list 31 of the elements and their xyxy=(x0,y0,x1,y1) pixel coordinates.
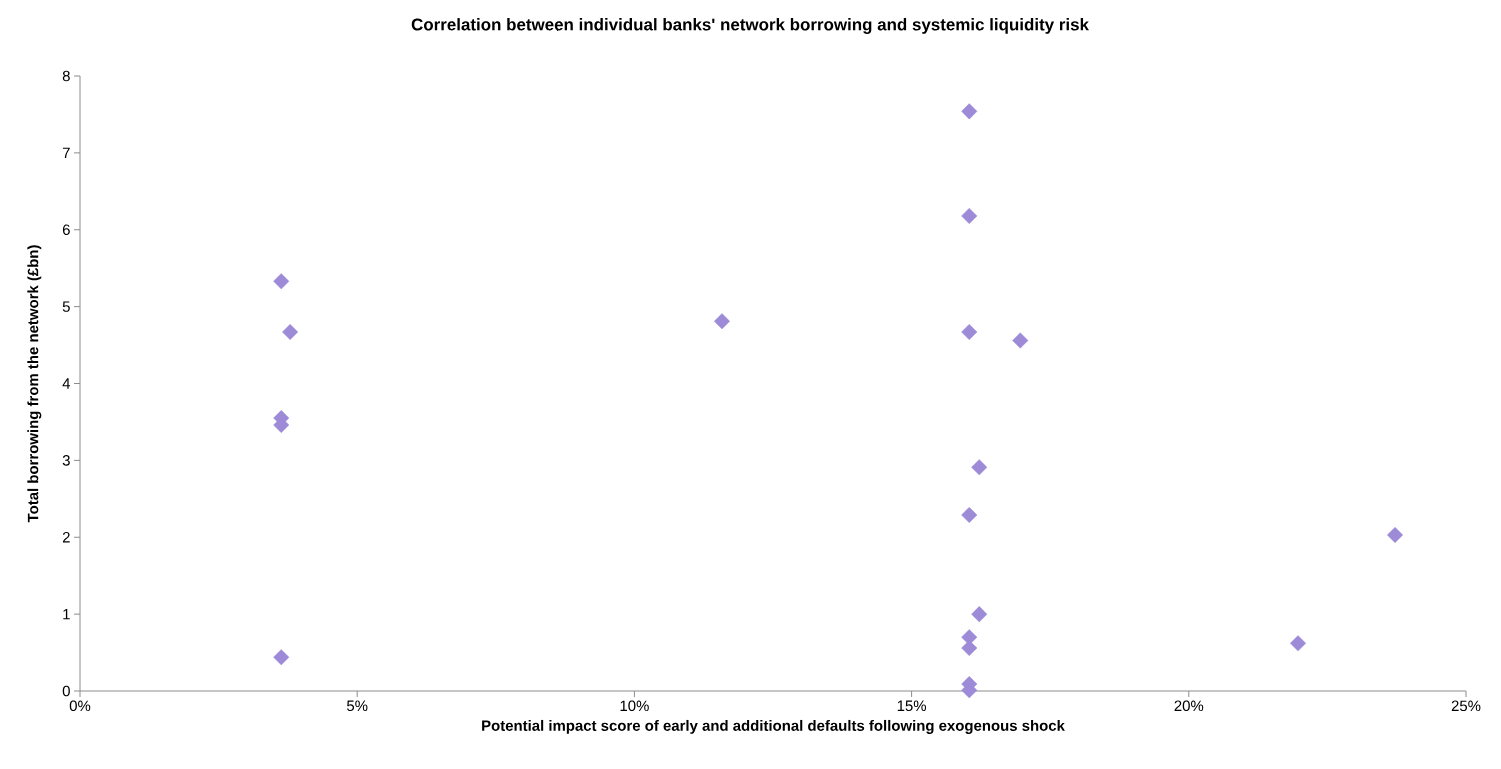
x-tick-label: 10% xyxy=(620,700,649,712)
point xyxy=(1387,526,1404,543)
y-tick-label: 4 xyxy=(62,378,71,389)
point xyxy=(1290,635,1306,652)
point xyxy=(961,207,978,224)
x-tick-label: 5% xyxy=(346,700,368,712)
point xyxy=(961,506,978,523)
point xyxy=(282,324,299,340)
point xyxy=(273,649,290,666)
y-tick-label: 2 xyxy=(62,532,70,543)
x-tick-label: 20% xyxy=(1174,700,1204,712)
chart-title: Correlation between individual banks' network borrowing and systemic liquidity risk xyxy=(411,18,1089,34)
y-tick-label: 6 xyxy=(62,224,70,236)
point xyxy=(273,273,290,290)
y-tick-label: 3 xyxy=(62,455,70,466)
x-tick-label: 25% xyxy=(1451,700,1481,712)
x-tick-label: 15% xyxy=(897,700,927,712)
y-tick-label: 0 xyxy=(62,685,70,697)
point xyxy=(961,324,978,340)
y-tick-label: 5 xyxy=(62,301,70,312)
point xyxy=(971,459,988,476)
y-tick-label: 7 xyxy=(62,147,70,159)
point xyxy=(714,313,730,330)
y-tick-label: 1 xyxy=(63,608,70,620)
x-axis-title: Potential impact score of early and additional defaults following exogenous shock xyxy=(482,719,1065,734)
point xyxy=(971,606,988,623)
point xyxy=(1012,332,1029,349)
y-axis-title: Total borrowing from the network (£bn) xyxy=(27,245,42,523)
point xyxy=(961,103,978,120)
y-tick-label: 8 xyxy=(62,70,70,82)
x-tick-label: 0% xyxy=(69,700,91,712)
